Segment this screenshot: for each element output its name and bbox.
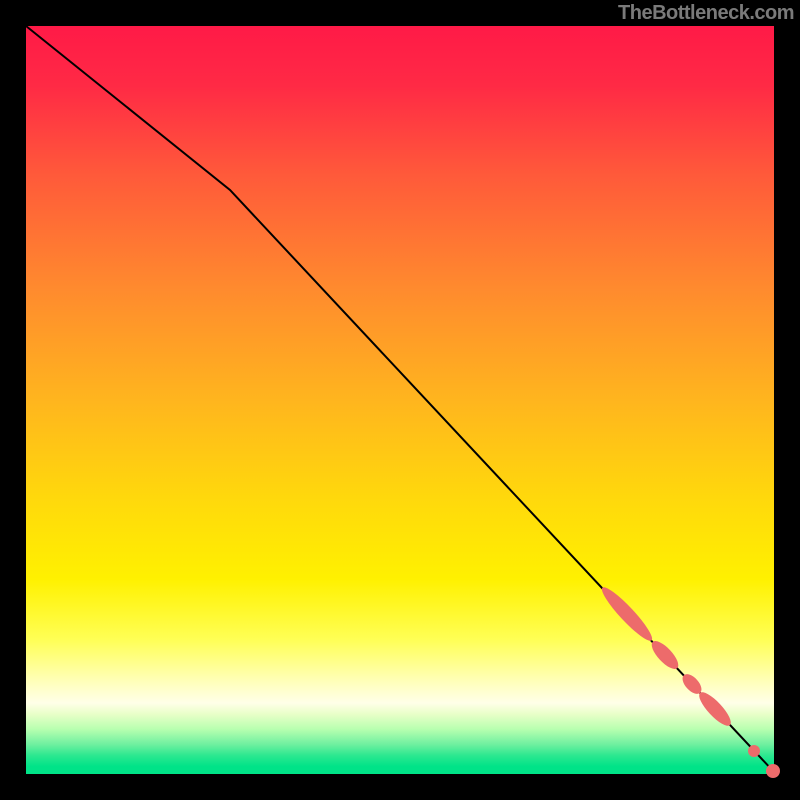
marker-cluster (648, 637, 683, 673)
marker-cluster (748, 745, 760, 757)
marker-cluster (695, 688, 735, 730)
marker-group (597, 583, 780, 778)
marker-cluster (597, 583, 656, 645)
marker-cluster (766, 764, 780, 778)
chart-canvas: { "watermark": { "text": "TheBottleneck.… (0, 0, 800, 800)
chart-overlay (0, 0, 800, 800)
